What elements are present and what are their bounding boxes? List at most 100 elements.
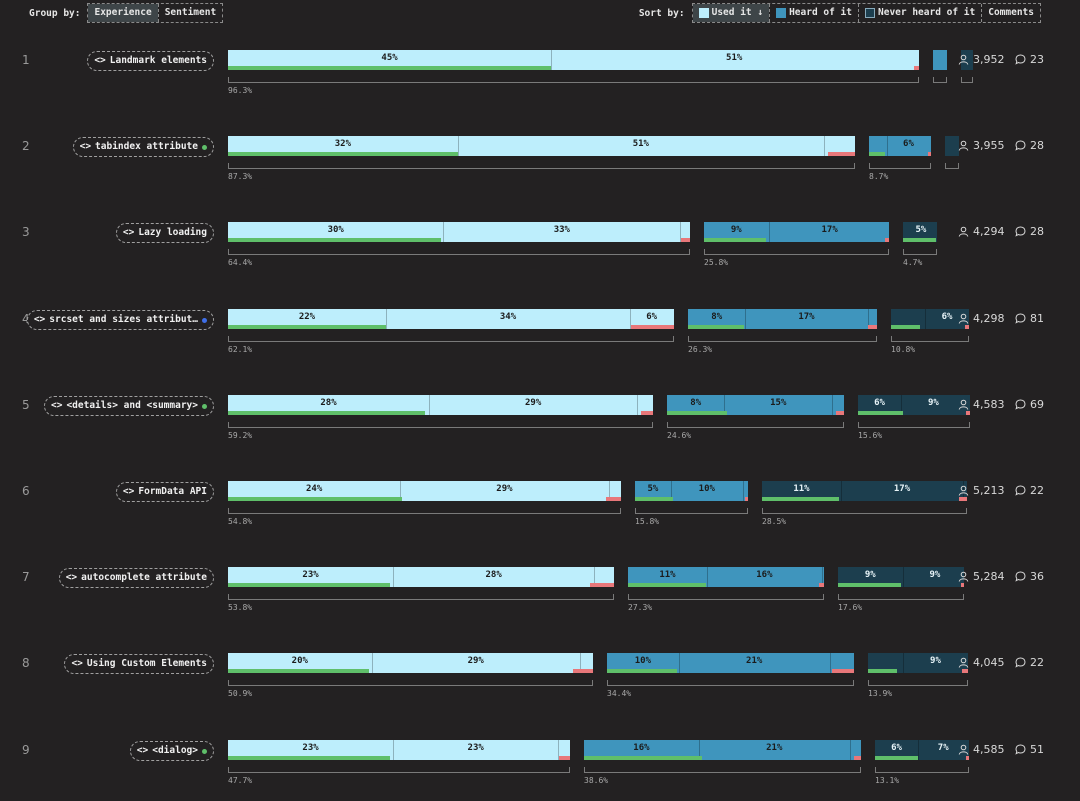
used-negative-bar <box>559 756 570 760</box>
group-by-sentiment-button[interactable]: Sentiment <box>157 4 222 22</box>
feature-name-pill[interactable]: <> tabindex attribute <box>72 137 214 157</box>
heard-negative-bar <box>819 583 824 587</box>
feature-name-pill[interactable]: <> Landmark elements <box>87 51 214 71</box>
sort-comments-button[interactable]: Comments <box>981 4 1040 22</box>
never-bar: 9% <box>868 653 968 673</box>
respondent-count-value: 4,298 <box>973 312 1005 325</box>
never-divider <box>903 653 905 673</box>
feature-name-pill[interactable]: <> autocomplete attribute <box>58 568 214 588</box>
person-icon <box>958 54 969 65</box>
never-total-label: 10.8% <box>891 345 916 354</box>
comment-count-value: 28 <box>1030 139 1044 152</box>
sort-used-button[interactable]: Used it ↓ <box>692 4 770 22</box>
used-bar: 23% 28% <box>228 567 614 587</box>
heard-total-label: 27.3% <box>628 603 653 612</box>
used-total-label: 53.8% <box>228 603 253 612</box>
used-divider <box>637 395 639 415</box>
never-positive-bar <box>903 238 936 242</box>
heard-divider <box>678 653 680 673</box>
never-bracket <box>961 77 973 83</box>
used-segment-label: 51% <box>632 139 649 149</box>
used-total-label: 64.4% <box>228 258 253 267</box>
used-divider <box>371 653 373 673</box>
used-divider <box>823 136 825 156</box>
comment-icon <box>1015 571 1026 582</box>
never-total-label: 15.6% <box>858 431 883 440</box>
heard-segment-label: 17% <box>821 225 838 235</box>
heard-bracket <box>704 249 889 255</box>
feature-name-pill[interactable]: <> <details> and <summary> <box>43 396 214 416</box>
feature-name-pill[interactable]: <> srcset and sizes attribut… <box>26 310 214 330</box>
heard-divider <box>886 136 888 156</box>
comment-count[interactable]: 36 <box>1015 570 1044 583</box>
respondent-count: 4,583 <box>958 398 1005 411</box>
comment-icon <box>1015 54 1026 65</box>
never-bar: 11% 17% <box>762 481 967 501</box>
comment-count[interactable]: 51 <box>1015 743 1044 756</box>
heard-swatch-icon <box>776 8 787 18</box>
used-bar: 30% 33% <box>228 222 690 242</box>
code-icon: <> <box>33 314 46 325</box>
never-positive-bar <box>868 669 897 673</box>
respondent-count: 4,045 <box>958 656 1005 669</box>
sort-heard-button[interactable]: Heard of it <box>769 4 858 22</box>
used-divider <box>400 481 402 501</box>
used-total-label: 87.3% <box>228 172 253 181</box>
heard-segment-label: 21% <box>766 743 783 753</box>
comment-count[interactable]: 23 <box>1015 53 1044 66</box>
used-divider <box>594 567 596 587</box>
feature-name-pill[interactable]: <> <dialog> <box>129 741 214 761</box>
never-negative-bar <box>962 669 968 673</box>
sort-never-button[interactable]: Never heard of it <box>858 4 981 22</box>
used-positive-bar <box>228 238 441 242</box>
comment-count[interactable]: 81 <box>1015 312 1044 325</box>
heard-divider <box>670 481 672 501</box>
never-total-label: 4.7% <box>903 258 923 267</box>
comment-count[interactable]: 22 <box>1015 656 1044 669</box>
used-bracket <box>228 163 855 169</box>
used-segment-label: 29% <box>525 398 542 408</box>
used-bar: 23% 23% <box>228 740 570 760</box>
heard-total-label: 38.6% <box>584 776 609 785</box>
row-rank: 6 <box>22 484 30 498</box>
used-divider <box>429 395 431 415</box>
heard-total-label: 15.8% <box>635 517 660 526</box>
comment-count[interactable]: 22 <box>1015 484 1044 497</box>
never-total-label: 13.1% <box>875 776 900 785</box>
sort-used-label: Used it ↓ <box>711 7 764 18</box>
feature-name-pill[interactable]: <> Lazy loading <box>115 223 214 243</box>
used-swatch-icon <box>698 8 709 18</box>
used-divider <box>608 481 610 501</box>
feature-name: <details> and <summary> <box>66 400 198 411</box>
comment-count[interactable]: 28 <box>1015 139 1044 152</box>
used-segment-label: 28% <box>485 570 502 580</box>
never-divider <box>901 395 903 415</box>
never-positive-bar <box>858 411 903 415</box>
feature-name: Landmark elements <box>109 55 207 66</box>
respondent-count-value: 4,294 <box>973 225 1005 238</box>
heard-negative-bar <box>854 756 861 760</box>
used-negative-bar <box>590 583 614 587</box>
heard-bar: 6% <box>869 136 931 156</box>
heard-segment-label: 6% <box>903 139 914 149</box>
feature-name-pill[interactable]: <> Using Custom Elements <box>64 654 214 674</box>
heard-total-label: 8.7% <box>869 172 889 181</box>
sort-by-control: Sort by: Used it ↓ Heard of it Never hea… <box>639 3 1041 23</box>
comment-count[interactable]: 69 <box>1015 398 1044 411</box>
row-rank: 1 <box>22 53 30 67</box>
never-bar: 6% 9% <box>858 395 970 415</box>
comment-count[interactable]: 28 <box>1015 225 1044 238</box>
never-segment-label: 9% <box>929 570 941 580</box>
feature-name-pill[interactable]: <> FormData API <box>115 482 214 502</box>
group-by-experience-button[interactable]: Experience <box>88 4 158 22</box>
used-bar: 32% 51% <box>228 136 855 156</box>
heard-negative-bar <box>928 152 931 156</box>
person-icon <box>958 571 969 582</box>
group-by-control: Group by: Experience Sentiment <box>29 3 224 23</box>
row-rank: 4 <box>22 312 30 326</box>
used-divider <box>579 653 581 673</box>
heard-bracket <box>628 594 824 600</box>
used-negative-bar <box>914 66 919 70</box>
never-negative-bar <box>959 497 967 501</box>
